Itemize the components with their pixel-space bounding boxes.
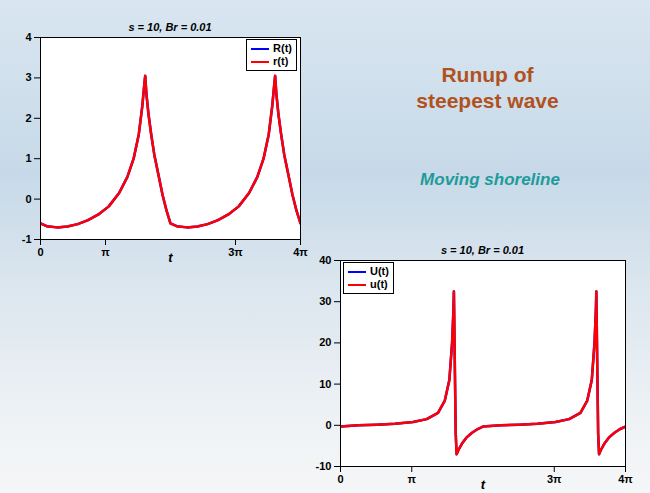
svg-text:1: 1 — [25, 152, 31, 164]
svg-text:0: 0 — [25, 193, 31, 205]
svg-text:π: π — [101, 246, 110, 258]
svg-text:20: 20 — [319, 336, 331, 348]
html-text:R(t): R(t) — [273, 42, 292, 54]
svg-text:t: t — [481, 477, 486, 491]
svg-text:0: 0 — [325, 419, 331, 431]
svg-text:3π: 3π — [228, 246, 243, 258]
svg-text:0: 0 — [337, 473, 343, 485]
html-text:Moving shoreline: Moving shoreline — [420, 170, 560, 189]
svg-text:-10: -10 — [316, 460, 332, 472]
html-text:U(t): U(t) — [370, 265, 389, 277]
svg-text:3: 3 — [25, 71, 31, 83]
html-text:u(t): u(t) — [370, 278, 388, 290]
svg-text:3π: 3π — [547, 473, 562, 485]
svg-text:π: π — [408, 473, 417, 485]
html-text:s = 10, Br = 0.01: s = 10, Br = 0.01 — [128, 21, 212, 33]
svg-text:40: 40 — [319, 254, 331, 266]
svg-text:4π: 4π — [293, 246, 308, 258]
svg-text:t: t — [168, 250, 173, 265]
svg-text:2: 2 — [25, 112, 31, 124]
html-text:r(t): r(t) — [273, 55, 289, 67]
html-text:Runup of steepest wave: Runup of steepest wave — [416, 63, 559, 112]
svg-text:4: 4 — [25, 31, 32, 43]
svg-text:4π: 4π — [618, 473, 633, 485]
svg-text:10: 10 — [319, 378, 331, 390]
svg-text:-1: -1 — [22, 233, 32, 245]
html-text:s = 10, Br = 0.01: s = 10, Br = 0.01 — [440, 244, 525, 256]
svg-text:0: 0 — [37, 246, 43, 258]
svg-text:30: 30 — [319, 295, 331, 307]
